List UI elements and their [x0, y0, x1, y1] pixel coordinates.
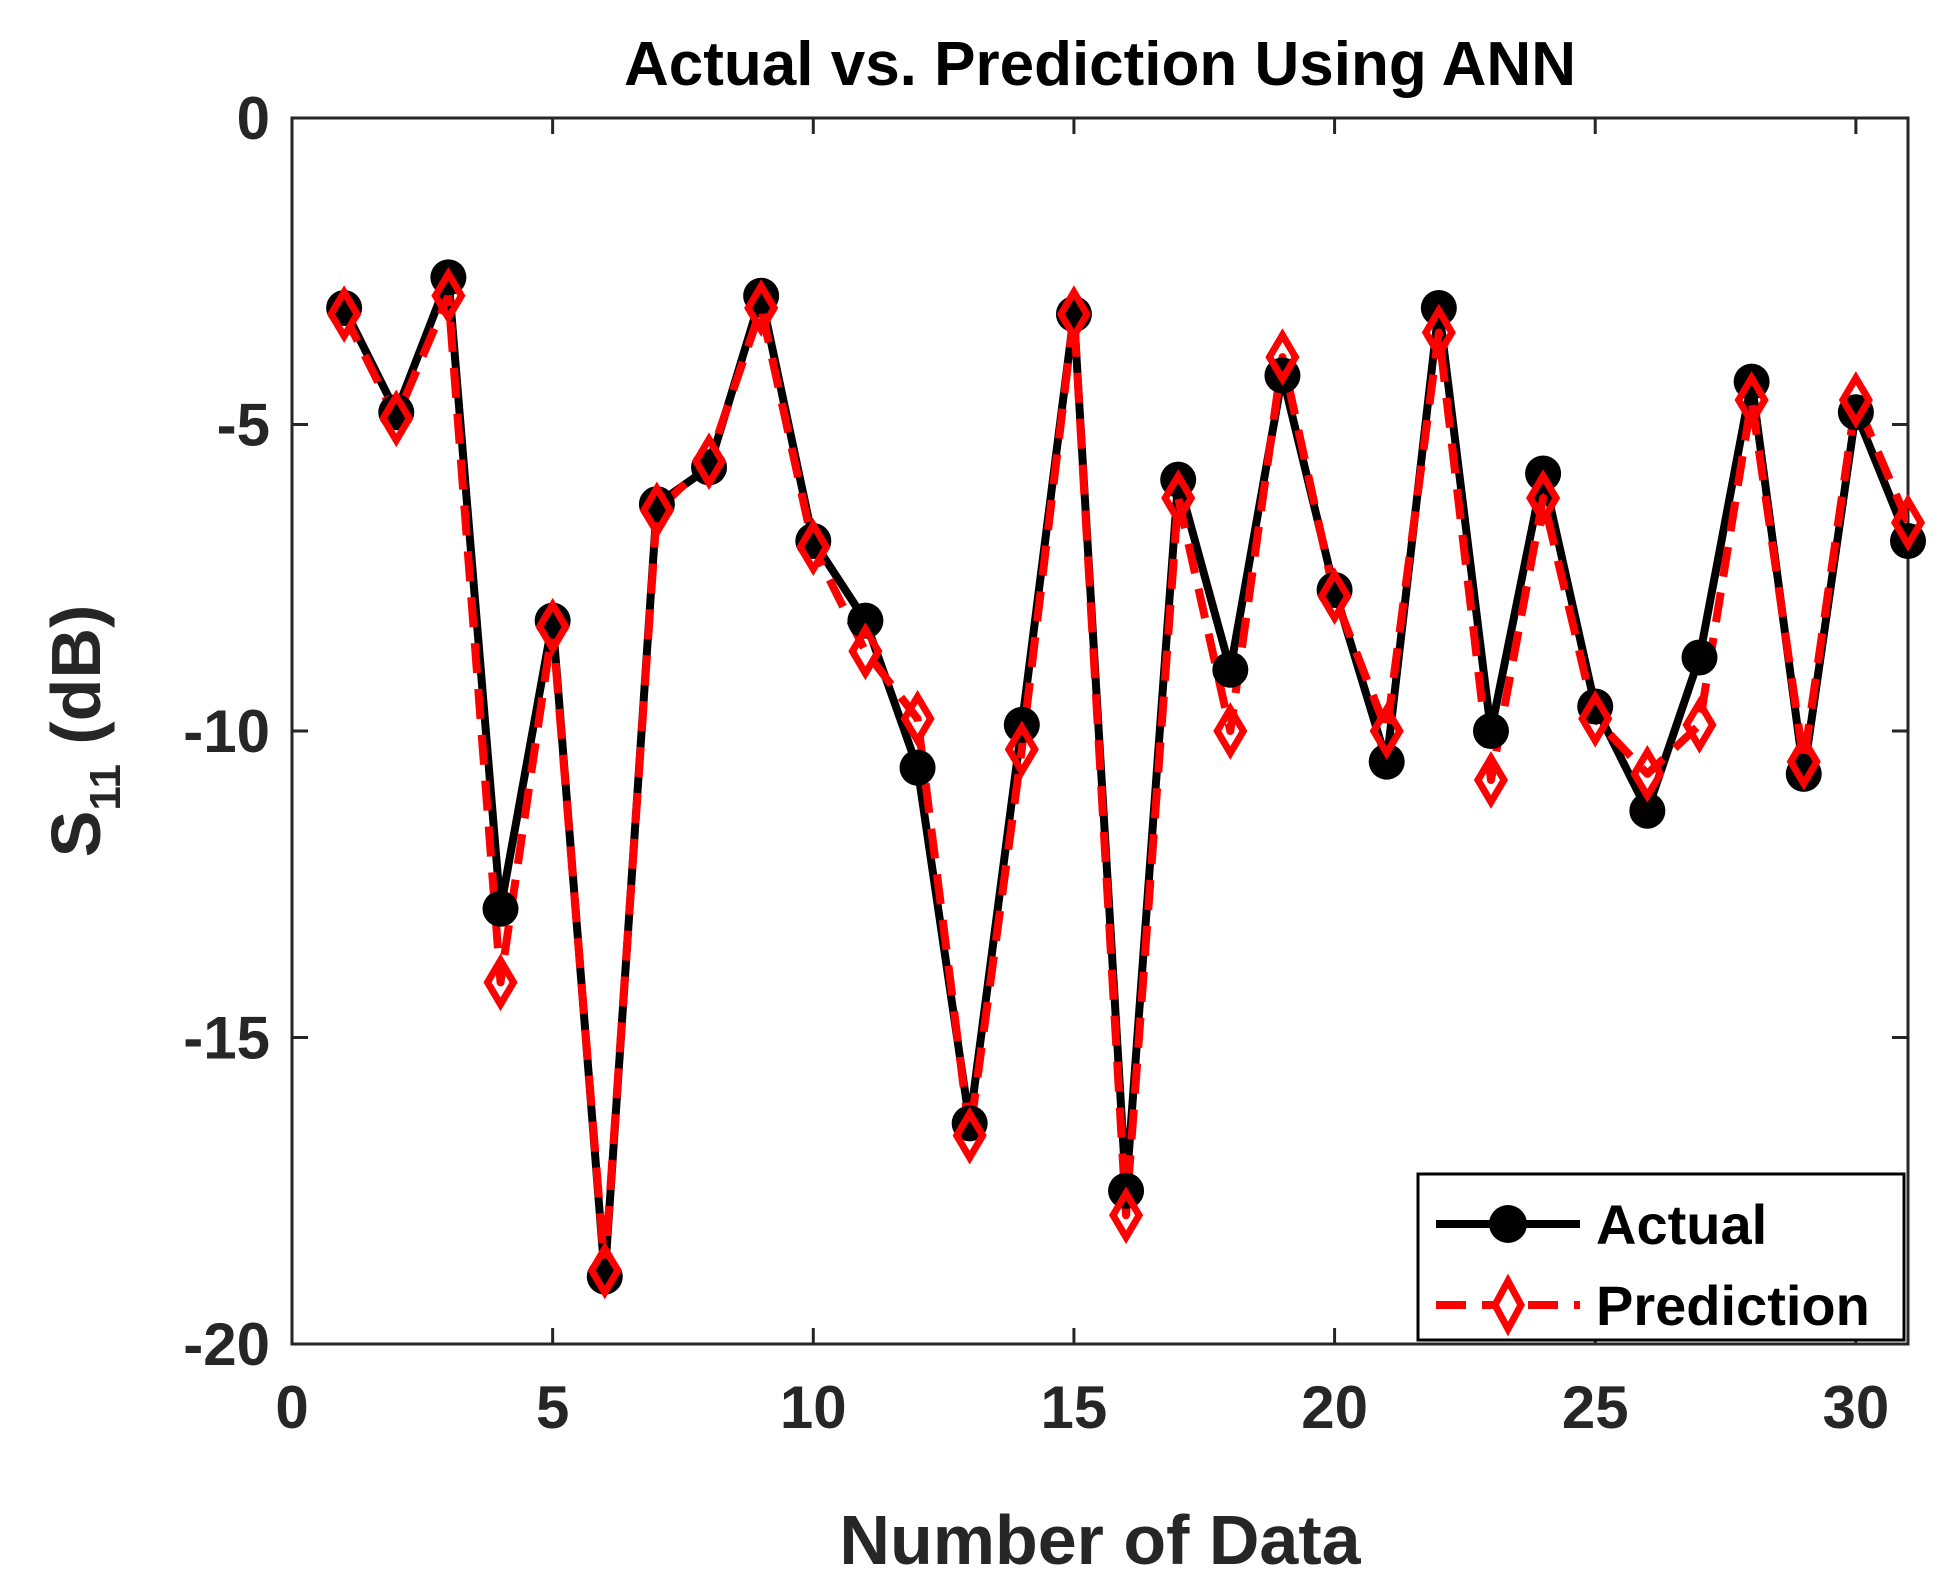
data-point-actual: [1212, 651, 1249, 688]
data-point-prediction: [1056, 285, 1092, 344]
ticks: 0 5 10 15 20 25 30 0 -5 -10 -15 -20: [183, 85, 1908, 1441]
data-point-prediction: [1734, 371, 1769, 429]
data-point-prediction: [1421, 303, 1456, 362]
data-point-prediction: [1473, 751, 1509, 809]
x-tick-label: 20: [1301, 1374, 1368, 1441]
data-point-prediction: [691, 432, 727, 491]
data-point-prediction: [1265, 328, 1300, 386]
data-point-prediction: [483, 953, 518, 1012]
x-tick-label: 25: [1562, 1374, 1629, 1441]
data-point-actual: [899, 749, 936, 786]
data-point-actual: [1629, 792, 1666, 829]
data-point-prediction: [1004, 720, 1039, 779]
data-point-prediction: [1526, 469, 1561, 527]
data-point-actual: [847, 602, 884, 639]
data-point-prediction: [587, 1241, 622, 1300]
data-point-prediction: [900, 689, 935, 748]
data-point-prediction: [639, 481, 674, 540]
data-point-prediction: [952, 1106, 987, 1165]
data-point-prediction: [1213, 702, 1248, 760]
data-point-prediction: [1108, 1186, 1144, 1245]
data-point-prediction: [1630, 745, 1665, 803]
data-point-prediction: [379, 389, 414, 448]
y-tick-label: -10: [183, 698, 270, 765]
y-tick-label: -5: [217, 392, 270, 459]
data-point-prediction: [431, 266, 466, 325]
data-point-prediction: [1786, 732, 1821, 791]
x-axis-label: Number of Data: [839, 1501, 1361, 1579]
data-point-actual: [1368, 743, 1405, 780]
x-tick-label: 10: [780, 1374, 847, 1441]
data-point-prediction: [744, 279, 779, 337]
data-point-prediction: [535, 597, 570, 656]
data-point-actual: [482, 890, 519, 927]
y-tick-label: -15: [183, 1005, 270, 1072]
y-axis-label-subscript: 11: [81, 764, 130, 811]
markers-layer: [326, 259, 1926, 1300]
x-tick-label: 0: [275, 1374, 308, 1441]
data-point-prediction: [848, 622, 883, 681]
chart-title: Actual vs. Prediction Using ANN: [624, 30, 1576, 99]
data-point-prediction: [1838, 371, 1873, 429]
legend-prediction-marker: [1491, 1273, 1525, 1337]
y-axis-label-main: S: [37, 811, 115, 858]
data-point-actual: [1681, 639, 1718, 676]
legend-actual-marker: [1489, 1205, 1527, 1243]
data-point-prediction: [327, 285, 362, 344]
y-tick-label: 0: [237, 85, 270, 152]
x-tick-label: 15: [1041, 1374, 1108, 1441]
y-tick-label: -20: [183, 1311, 270, 1378]
y-axis-label-suffix: (dB): [37, 605, 115, 764]
legend: Actual Prediction: [1416, 1172, 1906, 1342]
x-tick-label: 5: [536, 1374, 569, 1441]
legend-actual-label: Actual: [1596, 1193, 1767, 1256]
data-point-prediction: [1369, 702, 1404, 760]
data-point-actual: [1472, 713, 1509, 749]
legend-prediction-label: Prediction: [1596, 1274, 1870, 1337]
data-point-prediction: [1161, 469, 1196, 527]
data-point-prediction: [1682, 695, 1717, 754]
data-point-prediction: [1317, 567, 1352, 626]
y-axis-label: S11 (dB): [37, 605, 130, 858]
x-tick-label: 30: [1822, 1374, 1889, 1441]
data-point-prediction: [1578, 689, 1613, 748]
data-point-prediction: [1890, 493, 1926, 552]
data-point-prediction: [796, 518, 831, 576]
